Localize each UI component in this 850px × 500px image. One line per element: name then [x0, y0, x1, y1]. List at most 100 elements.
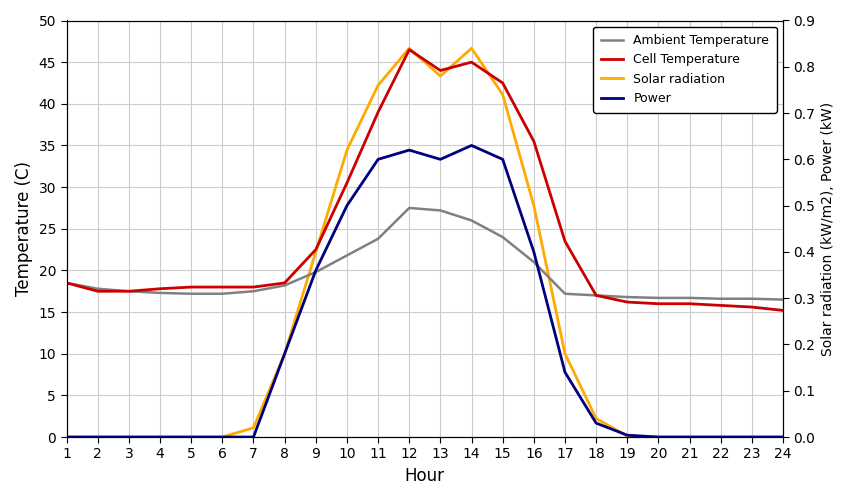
Ambient Temperature [778, 296, 788, 302]
Solar radiation [467, 46, 477, 52]
Solar radiation [61, 434, 71, 440]
Power [435, 156, 445, 162]
Solar radiation [778, 434, 788, 440]
Power [622, 432, 632, 438]
Solar radiation [373, 82, 383, 88]
Ambient Temperature [684, 295, 694, 301]
Cell Temperature [435, 68, 445, 73]
Ambient Temperature [155, 290, 165, 296]
Cell Temperature [654, 300, 664, 306]
Cell Temperature [467, 59, 477, 65]
Cell Temperature [591, 292, 601, 298]
Ambient Temperature [311, 269, 321, 275]
Solar radiation [529, 202, 539, 208]
Ambient Temperature [280, 282, 290, 288]
Solar radiation [93, 434, 103, 440]
Cell Temperature [248, 284, 258, 290]
Ambient Temperature [61, 280, 71, 286]
Cell Temperature [342, 180, 352, 186]
Solar radiation [747, 434, 757, 440]
Y-axis label: Solar radiation (kW/m2), Power (kW): Solar radiation (kW/m2), Power (kW) [821, 102, 835, 356]
Solar radiation [591, 416, 601, 422]
Cell Temperature [373, 109, 383, 115]
Cell Temperature [404, 46, 414, 52]
Solar radiation [248, 425, 258, 431]
Cell Temperature [280, 280, 290, 286]
Y-axis label: Temperature (C): Temperature (C) [15, 162, 33, 296]
Line: Cell Temperature: Cell Temperature [66, 50, 783, 310]
Solar radiation [155, 434, 165, 440]
Solar radiation [716, 434, 726, 440]
Power [155, 434, 165, 440]
Cell Temperature [311, 246, 321, 252]
Cell Temperature [186, 284, 196, 290]
Power [497, 156, 507, 162]
Power [467, 142, 477, 148]
Power [778, 434, 788, 440]
Cell Temperature [155, 286, 165, 292]
Solar radiation [622, 433, 632, 439]
Ambient Temperature [93, 286, 103, 292]
Ambient Temperature [248, 288, 258, 294]
Cell Temperature [622, 299, 632, 305]
Line: Solar radiation: Solar radiation [66, 48, 783, 437]
Cell Temperature [218, 284, 228, 290]
Solar radiation [404, 46, 414, 52]
Ambient Temperature [591, 292, 601, 298]
Power [654, 434, 664, 440]
Ambient Temperature [342, 252, 352, 258]
Cell Temperature [716, 302, 726, 308]
Ambient Temperature [529, 259, 539, 265]
Solar radiation [435, 73, 445, 79]
Ambient Temperature [560, 290, 570, 296]
Cell Temperature [529, 138, 539, 144]
Cell Temperature [497, 80, 507, 86]
Cell Temperature [93, 288, 103, 294]
Power [747, 434, 757, 440]
Solar radiation [218, 434, 228, 440]
Cell Temperature [124, 288, 134, 294]
Legend: Ambient Temperature, Cell Temperature, Solar radiation, Power: Ambient Temperature, Cell Temperature, S… [593, 26, 777, 112]
Power [591, 420, 601, 426]
Power [280, 350, 290, 356]
Ambient Temperature [186, 290, 196, 296]
Power [248, 434, 258, 440]
Ambient Temperature [747, 296, 757, 302]
Power [218, 434, 228, 440]
Ambient Temperature [654, 295, 664, 301]
X-axis label: Hour: Hour [405, 467, 445, 485]
Solar radiation [654, 434, 664, 440]
Ambient Temperature [124, 288, 134, 294]
Power [373, 156, 383, 162]
Cell Temperature [747, 304, 757, 310]
Ambient Temperature [716, 296, 726, 302]
Solar radiation [186, 434, 196, 440]
Solar radiation [280, 350, 290, 356]
Solar radiation [560, 350, 570, 356]
Power [684, 434, 694, 440]
Ambient Temperature [435, 208, 445, 214]
Power [61, 434, 71, 440]
Ambient Temperature [497, 234, 507, 240]
Power [404, 147, 414, 153]
Cell Temperature [560, 238, 570, 244]
Ambient Temperature [373, 236, 383, 242]
Solar radiation [342, 147, 352, 153]
Power [529, 249, 539, 255]
Power [342, 202, 352, 208]
Cell Temperature [61, 280, 71, 286]
Power [311, 268, 321, 274]
Solar radiation [311, 249, 321, 255]
Power [93, 434, 103, 440]
Solar radiation [497, 92, 507, 98]
Power [716, 434, 726, 440]
Power [186, 434, 196, 440]
Power [560, 369, 570, 375]
Ambient Temperature [404, 205, 414, 211]
Cell Temperature [778, 308, 788, 314]
Line: Power: Power [66, 146, 783, 437]
Power [124, 434, 134, 440]
Ambient Temperature [622, 294, 632, 300]
Solar radiation [124, 434, 134, 440]
Solar radiation [684, 434, 694, 440]
